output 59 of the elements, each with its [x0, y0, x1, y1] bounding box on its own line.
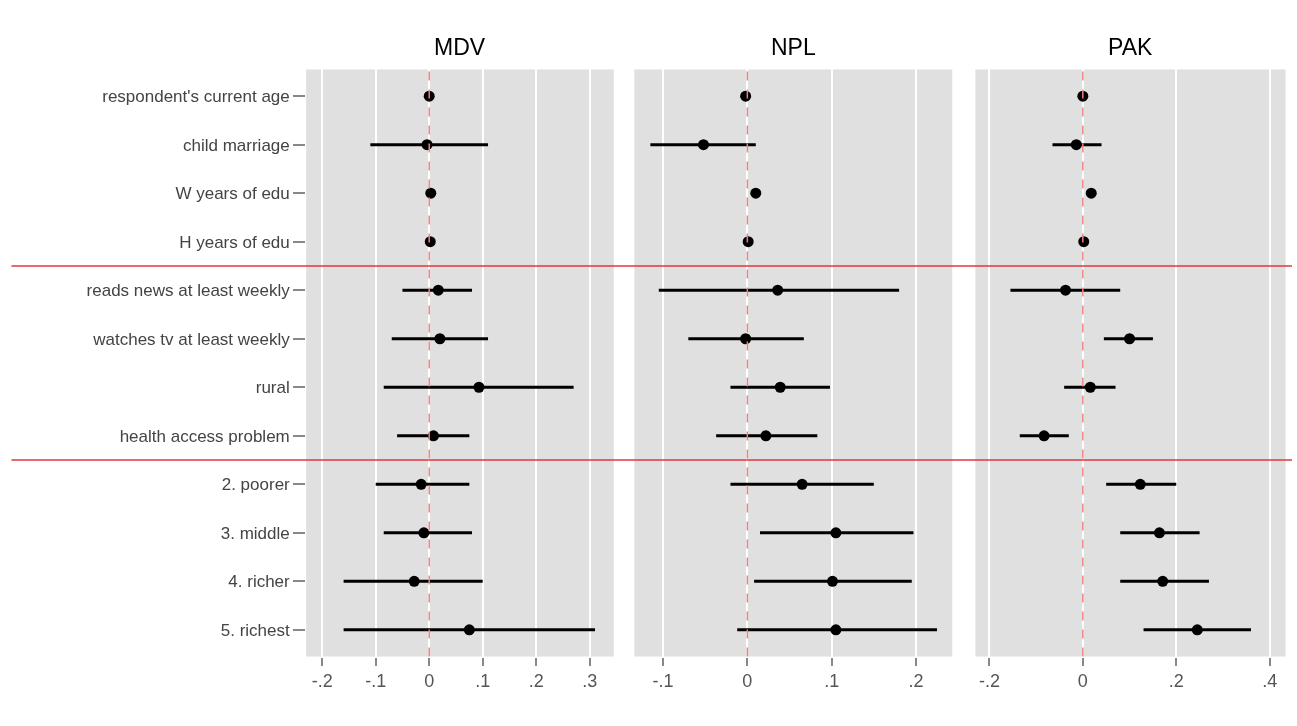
y-tick-label: 3. middle	[220, 523, 290, 543]
point	[1124, 333, 1136, 345]
y-tick-label: watches tv at least weekly	[92, 329, 291, 349]
point	[774, 381, 786, 393]
y-tick-label: reads news at least weekly	[86, 281, 291, 301]
x-tick-label: -.2	[978, 671, 1000, 692]
point	[827, 575, 838, 587]
y-tick-label: W years of edu	[175, 184, 290, 204]
point	[408, 575, 420, 587]
chart-title: PAK	[1108, 34, 1153, 60]
point	[740, 333, 752, 345]
y-tick-label: 5. richest	[220, 620, 291, 640]
point	[1134, 478, 1146, 490]
point	[1038, 430, 1050, 442]
x-tick-label: .3	[582, 671, 598, 692]
point	[697, 139, 709, 151]
y-tick-label: H years of edu	[179, 232, 290, 252]
point	[415, 478, 427, 490]
x-tick-label: 0	[742, 671, 753, 692]
x-tick-label: .2	[528, 671, 544, 692]
point	[1157, 575, 1169, 587]
x-tick-label: 0	[1077, 671, 1088, 692]
point	[1084, 381, 1096, 393]
point	[796, 478, 808, 490]
point	[1191, 624, 1203, 636]
y-tick-label: rural	[255, 378, 290, 398]
point	[772, 284, 784, 296]
x-tick-label: .1	[475, 671, 491, 692]
point	[473, 381, 485, 393]
x-tick-label: .1	[824, 671, 840, 692]
x-tick-label: -.2	[311, 671, 333, 692]
point	[830, 527, 842, 539]
chart-title: NPL	[771, 34, 816, 60]
chart-title: MDV	[434, 34, 486, 60]
point	[1070, 139, 1082, 151]
point	[434, 333, 446, 345]
point	[425, 187, 437, 199]
point	[760, 430, 772, 442]
point	[742, 236, 754, 248]
point	[463, 624, 475, 636]
y-tick-label: child marriage	[182, 135, 290, 155]
x-tick-label: -.1	[652, 671, 674, 692]
x-tick-label: 0	[424, 671, 435, 692]
point	[750, 187, 762, 199]
y-tick-label: 2. poorer	[221, 475, 291, 495]
y-tick-label: health access problem	[119, 426, 290, 446]
y-tick-label: respondent's current age	[102, 87, 290, 107]
point	[1085, 187, 1097, 199]
point	[1153, 527, 1165, 539]
x-tick-label: .2	[1168, 671, 1184, 692]
x-tick-label: -.1	[365, 671, 387, 692]
point	[740, 90, 752, 102]
x-tick-label: .4	[1262, 671, 1278, 692]
point	[432, 284, 444, 296]
point	[1060, 284, 1072, 296]
point	[830, 624, 842, 636]
y-tick-label: 4. richer	[228, 572, 291, 592]
point	[418, 527, 430, 539]
x-tick-label: .2	[908, 671, 924, 692]
